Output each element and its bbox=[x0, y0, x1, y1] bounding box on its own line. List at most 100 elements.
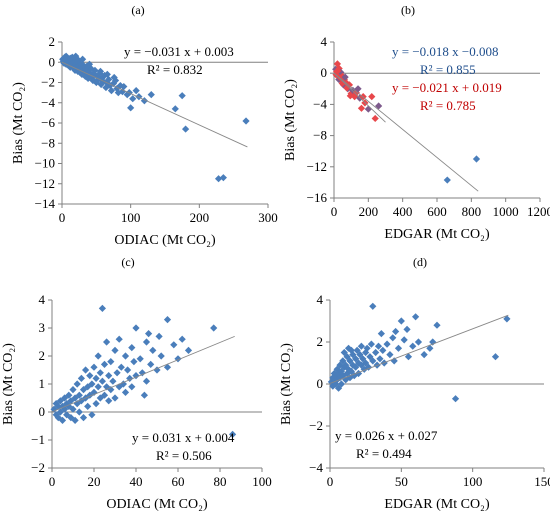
data-point bbox=[69, 386, 77, 394]
data-point bbox=[357, 342, 365, 350]
data-point bbox=[142, 377, 151, 385]
y-tick-label: 4 bbox=[321, 34, 328, 49]
data-point bbox=[107, 87, 116, 95]
data-point bbox=[66, 54, 74, 62]
data-point bbox=[345, 81, 354, 89]
data-point bbox=[337, 380, 346, 388]
panel-b: (b)40−4−8−12−160 200 400 600 800 1000 1200EDGA… bbox=[283, 3, 550, 242]
x-tick-label: 150 bbox=[534, 474, 550, 489]
y-tick-label: −4 bbox=[313, 96, 327, 111]
x-tick-label: 1000 bbox=[493, 204, 519, 219]
data-point bbox=[54, 414, 62, 422]
trend-line bbox=[51, 335, 235, 413]
x-tick-label: 80 bbox=[214, 474, 227, 489]
data-point bbox=[335, 64, 343, 73]
data-point bbox=[138, 369, 146, 377]
data-point bbox=[88, 73, 96, 82]
x-tick-label: 60 bbox=[172, 474, 185, 489]
data-point bbox=[94, 383, 102, 391]
data-point bbox=[98, 377, 106, 385]
x-tick-label: 0 bbox=[49, 474, 56, 489]
data-point bbox=[92, 400, 100, 408]
data-point bbox=[170, 341, 178, 349]
data-point bbox=[354, 85, 362, 93]
data-point bbox=[343, 84, 351, 92]
data-point bbox=[91, 66, 99, 74]
panel-label: (b) bbox=[401, 3, 415, 17]
y-tick-label: −2 bbox=[41, 75, 55, 90]
data-point bbox=[337, 68, 345, 77]
data-point bbox=[121, 352, 130, 360]
data-point bbox=[394, 344, 403, 352]
data-point bbox=[52, 400, 60, 408]
data-point bbox=[86, 372, 94, 380]
y-tick-label: −4 bbox=[41, 95, 55, 110]
data-point bbox=[347, 367, 355, 375]
data-point bbox=[368, 93, 376, 101]
data-point bbox=[107, 358, 115, 366]
panel-d: (d) 4 2 0 −2 −4 0 50 100 150 EDGAR (Mt CO₂) Bias (M… bbox=[279, 255, 550, 512]
data-point bbox=[103, 338, 111, 346]
data-point bbox=[103, 383, 111, 391]
y-tick-label: −14 bbox=[35, 196, 56, 211]
data-point bbox=[351, 93, 359, 101]
data-point bbox=[110, 73, 118, 82]
data-point bbox=[341, 73, 349, 81]
data-point bbox=[83, 62, 91, 70]
data-point bbox=[364, 105, 372, 113]
data-point bbox=[128, 344, 136, 352]
data-point bbox=[117, 363, 125, 371]
data-point bbox=[342, 376, 350, 384]
data-point bbox=[184, 346, 193, 354]
data-point bbox=[412, 313, 420, 321]
data-point bbox=[357, 104, 366, 112]
data-point bbox=[426, 344, 434, 352]
x-tick-label: 200 bbox=[359, 204, 379, 219]
data-point bbox=[54, 402, 62, 410]
data-point bbox=[386, 351, 394, 359]
data-point bbox=[383, 340, 391, 348]
data-point bbox=[182, 125, 190, 133]
y-axis-title: Bias (Mt CO₂) bbox=[11, 82, 26, 164]
data-point bbox=[130, 358, 138, 366]
data-point bbox=[136, 355, 144, 363]
x-tick-label: 600 bbox=[427, 204, 447, 219]
trend-line bbox=[333, 72, 386, 123]
data-point bbox=[157, 352, 165, 360]
y-tick-label: −2 bbox=[31, 460, 45, 475]
data-point bbox=[105, 372, 113, 380]
data-point bbox=[389, 334, 397, 342]
data-point bbox=[472, 155, 481, 163]
data-point bbox=[90, 363, 98, 371]
data-point bbox=[105, 397, 113, 405]
data-point bbox=[132, 87, 140, 95]
data-point bbox=[61, 405, 69, 413]
data-point bbox=[114, 89, 122, 97]
y-tick-label: −8 bbox=[41, 135, 55, 150]
data-point bbox=[79, 414, 88, 422]
data-point bbox=[503, 315, 511, 323]
x-axis-title: EDGAR (Mt CO₂) bbox=[384, 227, 490, 242]
data-point bbox=[210, 324, 218, 332]
y-tick-label: 2 bbox=[317, 334, 324, 349]
trend-equation: y = 0.031 x + 0.004 bbox=[132, 430, 235, 445]
data-point bbox=[84, 402, 92, 410]
panel-label: (c) bbox=[121, 255, 134, 269]
x-tick-label: 300 bbox=[258, 210, 278, 225]
data-point bbox=[100, 391, 109, 399]
data-point bbox=[98, 304, 106, 312]
data-point bbox=[451, 395, 460, 403]
data-point bbox=[342, 361, 350, 369]
data-point bbox=[336, 374, 344, 382]
data-point bbox=[67, 57, 75, 65]
data-point bbox=[75, 408, 83, 416]
data-point bbox=[147, 91, 155, 99]
data-point bbox=[115, 335, 123, 343]
y-tick-label: −8 bbox=[313, 128, 327, 143]
data-point bbox=[109, 377, 117, 385]
data-point bbox=[76, 68, 84, 76]
data-point bbox=[333, 376, 341, 384]
y-tick-label: 4 bbox=[39, 292, 46, 307]
